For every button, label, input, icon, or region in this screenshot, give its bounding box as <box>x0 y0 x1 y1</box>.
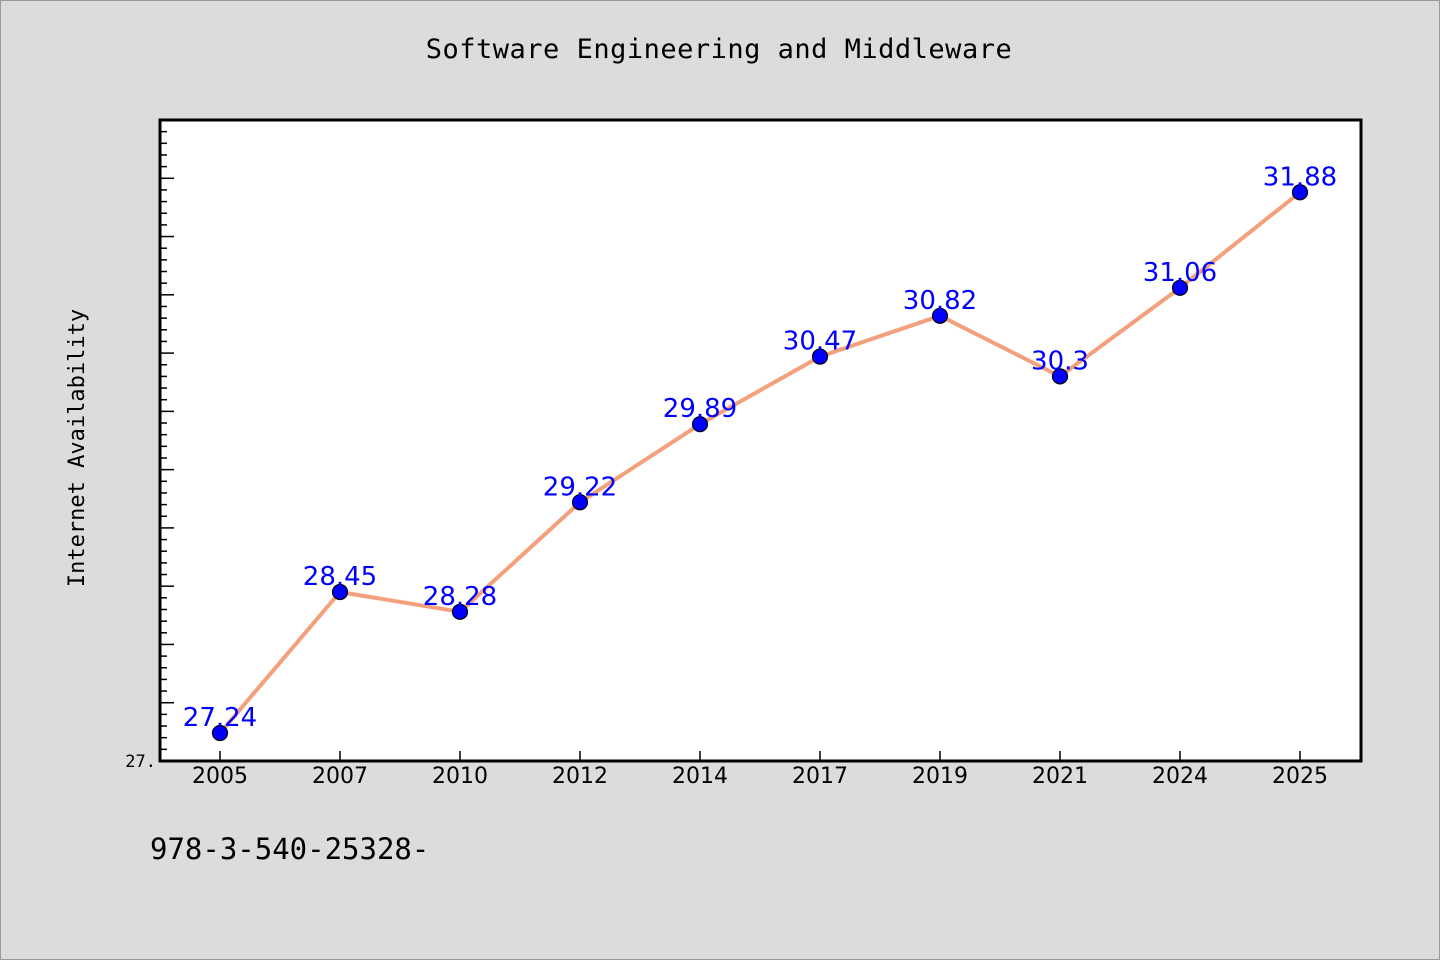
data-label: 28.28 <box>423 582 497 612</box>
x-tick-label: 2014 <box>672 764 728 789</box>
data-point <box>811 348 829 365</box>
data-point <box>931 307 949 324</box>
x-tick-label: 2010 <box>432 764 488 789</box>
data-point <box>571 494 589 511</box>
data-label: 30.47 <box>783 327 857 357</box>
data-point <box>1291 184 1309 201</box>
data-markers <box>211 184 1309 742</box>
x-tick-label: 2005 <box>192 764 248 789</box>
data-label: 31.06 <box>1143 258 1217 288</box>
x-tick-label: 2012 <box>552 764 608 789</box>
footer-text: 978-3-540-25328- <box>150 832 430 866</box>
data-point <box>211 724 229 742</box>
y-axis-label: Internet Availability <box>65 309 90 587</box>
data-point <box>1051 368 1069 385</box>
data-point <box>691 416 709 433</box>
data-label: 30.3 <box>1031 346 1089 376</box>
x-axis-ticks: 2005 2007 2010 2012 2014 2017 2019 2021 2024 2025 <box>192 751 1328 789</box>
data-label: 29.89 <box>663 394 737 424</box>
data-label: 30.82 <box>903 286 977 316</box>
data-point <box>331 583 349 601</box>
data-point <box>1171 279 1189 296</box>
data-label: 31.88 <box>1263 162 1337 192</box>
x-tick-label: 2025 <box>1272 764 1328 789</box>
data-label: 27.24 <box>183 703 257 733</box>
y-tick-label: 27. <box>125 752 156 772</box>
data-label: 29.22 <box>543 472 617 502</box>
data-label: 28.45 <box>303 562 377 592</box>
x-tick-label: 2021 <box>1032 764 1088 789</box>
x-tick-label: 2007 <box>312 764 368 789</box>
plot-area <box>158 118 1363 763</box>
x-tick-label: 2017 <box>792 764 848 789</box>
chart-title: Software Engineering and Middleware <box>425 34 1013 65</box>
series-line <box>218 190 1302 735</box>
data-point <box>451 603 469 620</box>
x-tick-label: 2024 <box>1152 764 1208 789</box>
x-tick-label: 2019 <box>912 764 968 789</box>
y-axis-ticks: 27. <box>125 130 174 772</box>
data-labels: 27.24 28.45 28.28 29.22 29.89 30.47 30.82 30.3 3… <box>183 162 1337 733</box>
